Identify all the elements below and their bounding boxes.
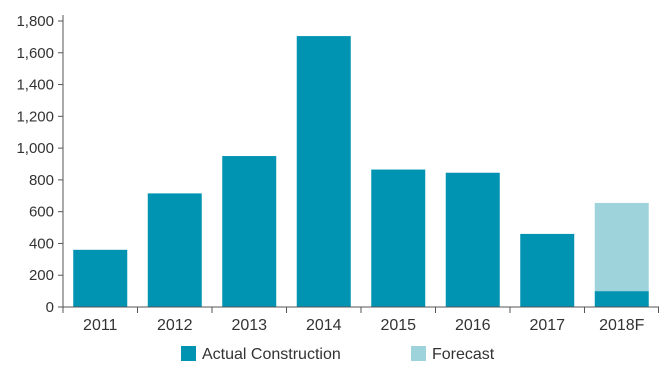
x-tick-label: 2013 [231, 317, 267, 334]
x-tick-label: 2017 [529, 317, 565, 334]
bar-actual-2012 [147, 193, 202, 307]
x-tick-label: 2012 [157, 317, 193, 334]
legend-label-forecast: Forecast [432, 346, 495, 363]
y-tick-label: 1,600 [16, 45, 54, 62]
y-tick-label: 1,400 [16, 77, 54, 94]
y-tick-label: 1,800 [16, 13, 54, 30]
x-tick-label: 2018F [599, 317, 645, 334]
x-tick-label: 2011 [83, 317, 118, 334]
y-tick-label: 800 [29, 172, 54, 189]
x-tick-label: 2015 [380, 317, 416, 334]
legend-label-actual: Actual Construction [202, 346, 341, 363]
y-tick-label: 600 [29, 204, 54, 221]
x-axis: 2011 2012 2013 2014 2015 2016 2017 2018F [62, 306, 659, 334]
y-tick-label: 400 [29, 235, 54, 252]
bars [73, 36, 649, 307]
legend-swatch-actual [181, 346, 196, 361]
bar-actual-2018F [594, 291, 649, 307]
bar-actual-2013 [222, 156, 277, 307]
y-tick-label: 1,200 [16, 108, 54, 125]
legend-swatch-forecast [411, 346, 426, 361]
bar-forecast-2018F [594, 202, 649, 292]
x-tick-label: 2016 [455, 317, 491, 334]
bar-actual-2016 [445, 172, 500, 307]
bar-actual-2015 [371, 169, 426, 307]
bar-actual-2017 [520, 233, 575, 307]
y-axis: 0 200 400 600 800 1,000 1,200 1,400 1,600 1,800 [16, 13, 64, 316]
bar-actual-2011 [73, 249, 128, 307]
x-tick-label: 2014 [306, 317, 342, 334]
y-tick-label: 200 [29, 267, 54, 284]
legend: Actual Construction Forecast [181, 346, 495, 363]
bar-actual-2014 [296, 36, 351, 307]
y-tick-label: 1,000 [16, 140, 54, 157]
y-tick-label: 0 [46, 299, 54, 316]
